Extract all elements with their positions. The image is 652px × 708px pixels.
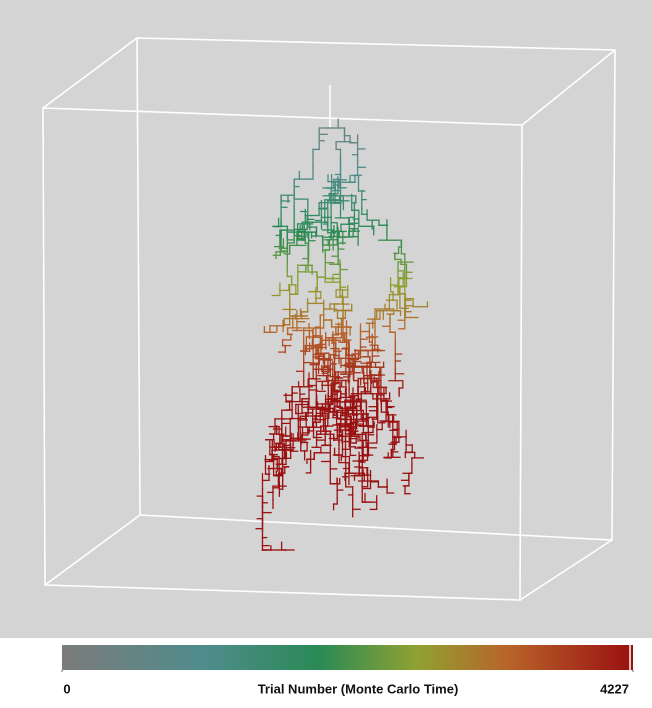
colorbar-label: Trial Number (Monte Carlo Time) <box>258 681 459 696</box>
page: Trial Number (Monte Carlo Time) 04227 ((… <box>0 0 652 708</box>
colorbar <box>62 645 633 670</box>
tick-label: 0 <box>63 681 70 696</box>
figure: Trial Number (Monte Carlo Time) 0 4227 <box>0 0 652 708</box>
tick-label: 4227 <box>600 681 629 696</box>
render-background <box>0 0 652 638</box>
